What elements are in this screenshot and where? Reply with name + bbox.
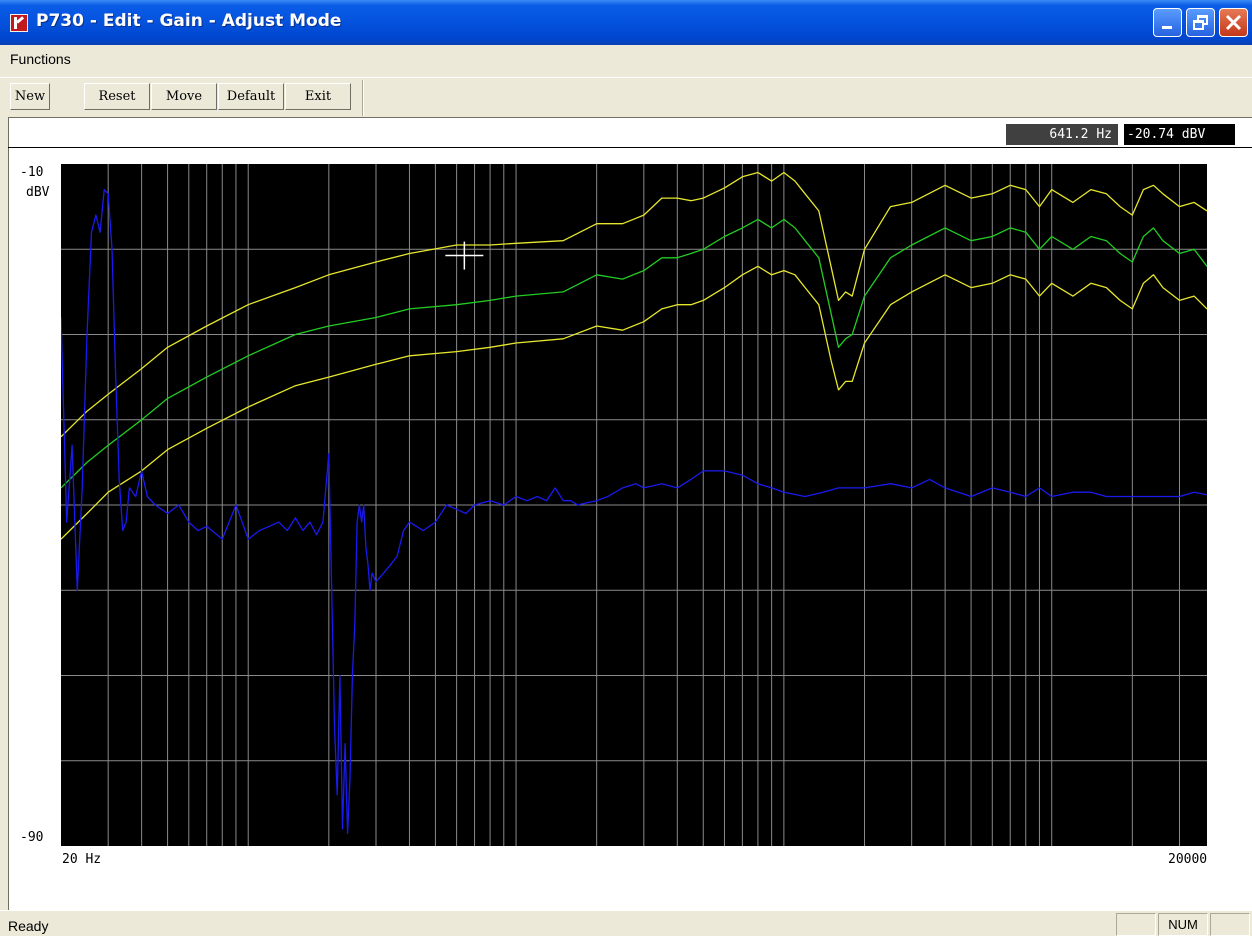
level-readout: -20.74 dBV — [1124, 124, 1235, 145]
x-max-label: 20000 — [1168, 852, 1208, 867]
y-max-label: -10 — [20, 165, 44, 180]
plot-grid — [61, 164, 1207, 846]
menu-bar: Functions — [0, 45, 1252, 75]
y-unit-label: dBV — [26, 185, 50, 200]
readout-divider — [8, 147, 1252, 148]
status-pane-caps — [1116, 913, 1156, 936]
window-title: P730 - Edit - Gain - Adjust Mode — [36, 11, 342, 31]
menu-functions[interactable]: Functions — [10, 51, 71, 67]
app-icon[interactable] — [10, 14, 28, 32]
status-bar: Ready NUM — [0, 910, 1252, 936]
series-line-3 — [61, 188, 1207, 834]
status-pane-scrl — [1210, 913, 1250, 936]
minimize-button[interactable] — [1153, 8, 1182, 37]
toolbar: New Reset Move Default Exit — [0, 77, 1252, 118]
toolbar-separator — [362, 80, 364, 116]
title-bar: P730 - Edit - Gain - Adjust Mode — [0, 0, 1252, 45]
series-line-1 — [61, 218, 1207, 489]
restore-button[interactable] — [1186, 8, 1215, 37]
plot-curves — [61, 171, 1207, 834]
default-button[interactable]: Default — [218, 83, 284, 110]
frequency-response-plot[interactable] — [61, 164, 1207, 846]
series-line-2 — [61, 265, 1207, 540]
new-button[interactable]: New — [10, 83, 50, 110]
status-pane-num: NUM — [1158, 913, 1208, 936]
crosshair-cursor — [445, 241, 484, 270]
exit-button[interactable]: Exit — [285, 83, 351, 110]
move-button[interactable]: Move — [151, 83, 217, 110]
frequency-readout: 641.2 Hz — [1006, 124, 1118, 145]
status-text: Ready — [8, 918, 49, 934]
minimize-icon — [1162, 26, 1172, 29]
restore-icon — [1193, 15, 1208, 30]
y-min-label: -90 — [20, 830, 44, 845]
reset-button[interactable]: Reset — [84, 83, 150, 110]
series-line-0 — [61, 171, 1207, 438]
close-icon — [1225, 14, 1242, 31]
close-button[interactable] — [1219, 8, 1248, 37]
x-min-label: 20 Hz — [62, 852, 102, 867]
